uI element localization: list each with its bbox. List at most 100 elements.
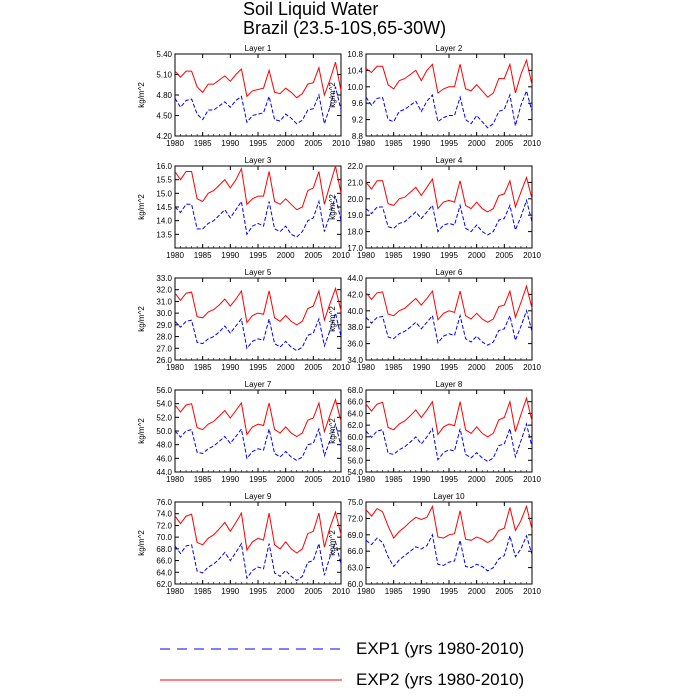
series-line-exp1 <box>174 86 342 126</box>
y-tick-label: 4.50 <box>156 112 172 121</box>
x-tick-label: 2000 <box>277 251 295 260</box>
y-tick-label: 66.0 <box>347 398 363 407</box>
x-tick-label: 2005 <box>495 139 513 148</box>
x-tick-label: 1985 <box>194 251 212 260</box>
panel-title: Layer 9 <box>245 492 272 501</box>
panel-title: Layer 5 <box>245 268 272 277</box>
panel-6: Layer 6 kg/m^2 1980 1985 1990 1995 2000 2005 201… <box>328 268 541 372</box>
y-tick-label: 19.0 <box>347 211 363 220</box>
x-tick-label: 2005 <box>495 475 513 484</box>
x-tick-label: 1995 <box>249 251 267 260</box>
y-tick-label: 4.20 <box>156 132 172 141</box>
y-tick-label: 64.0 <box>347 409 363 418</box>
y-tick-label: 21.0 <box>347 178 363 187</box>
x-tick-label: 1980 <box>166 363 184 372</box>
x-tick-label: 2005 <box>304 475 322 484</box>
x-tick-label: 1990 <box>221 363 239 372</box>
x-tick-label: 1985 <box>194 475 212 484</box>
y-tick-label: 62.0 <box>156 580 172 589</box>
y-tick-label: 5.40 <box>156 50 172 59</box>
y-tick-label: 26.0 <box>156 356 172 365</box>
series-line-exp1 <box>174 195 342 238</box>
y-tick-label: 76.0 <box>156 498 172 507</box>
x-tick-label: 2000 <box>468 587 486 596</box>
panel-frame <box>174 53 342 137</box>
x-tick-label: 1990 <box>412 251 430 260</box>
x-tick-label: 2005 <box>304 587 322 596</box>
series-line-exp1 <box>174 540 342 582</box>
x-tick-label: 2010 <box>332 475 350 484</box>
y-tick-label: 66.0 <box>347 547 363 556</box>
y-tick-label: 28.0 <box>156 333 172 342</box>
x-tick-label: 2000 <box>468 475 486 484</box>
x-tick-label: 2010 <box>523 475 541 484</box>
figure-subtitle: Brazil (23.5-10S,65-30W) <box>243 18 447 38</box>
y-tick-label: 62.0 <box>347 421 363 430</box>
panel-frame <box>365 277 533 361</box>
y-tick-label: 10.8 <box>347 50 363 59</box>
x-tick-label: 2010 <box>523 587 541 596</box>
series-line-exp2 <box>365 175 533 213</box>
x-tick-label: 1990 <box>221 139 239 148</box>
x-tick-label: 2010 <box>523 251 541 260</box>
y-tick-label: 22.0 <box>347 162 363 171</box>
y-tick-label: 42.0 <box>347 290 363 299</box>
y-tick-label: 52.0 <box>156 413 172 422</box>
y-tick-label: 34.0 <box>347 356 363 365</box>
y-tick-label: 16.0 <box>156 162 172 171</box>
y-axis-label: kg/m^2 <box>328 194 337 220</box>
series-line-exp1 <box>365 422 533 463</box>
series-line-exp1 <box>365 198 533 236</box>
x-tick-label: 1995 <box>440 139 458 148</box>
panel-7: Layer 7 kg/m^2 1980 1985 1990 1995 2000 2005 201… <box>137 380 350 484</box>
x-tick-label: 1985 <box>385 475 403 484</box>
panel-title: Layer 1 <box>245 44 272 53</box>
y-tick-label: 74.0 <box>156 510 172 519</box>
y-tick-label: 14.5 <box>156 203 172 212</box>
y-tick-label: 32.0 <box>156 286 172 295</box>
panel-1: Layer 1 kg/m^2 1980 1985 1990 1995 2000 2005 201… <box>137 44 350 148</box>
y-tick-label: 13.5 <box>156 230 172 239</box>
series-line-exp1 <box>174 311 342 352</box>
panel-10: Layer 10 kg/m^2 1980 1985 1990 1995 2000 2005 20… <box>328 492 541 596</box>
x-tick-label: 1990 <box>412 139 430 148</box>
y-tick-label: 70.0 <box>156 533 172 542</box>
x-tick-label: 1990 <box>412 363 430 372</box>
y-tick-label: 14.0 <box>156 217 172 226</box>
panel-frame <box>365 389 533 473</box>
y-tick-label: 56.0 <box>347 456 363 465</box>
x-tick-label: 1995 <box>440 587 458 596</box>
panel-frame <box>174 277 342 361</box>
x-tick-label: 1980 <box>166 587 184 596</box>
x-tick-label: 1980 <box>357 251 375 260</box>
y-axis-label: kg/m^2 <box>137 306 146 332</box>
panel-frame <box>365 53 533 137</box>
y-tick-label: 8.8 <box>352 132 364 141</box>
x-tick-label: 2010 <box>332 587 350 596</box>
y-tick-label: 69.0 <box>347 531 363 540</box>
y-tick-label: 38.0 <box>347 323 363 332</box>
y-tick-label: 30.0 <box>156 309 172 318</box>
x-tick-label: 2000 <box>468 251 486 260</box>
x-tick-label: 1995 <box>249 475 267 484</box>
y-axis-label: kg/m^2 <box>137 418 146 444</box>
y-tick-label: 68.0 <box>347 386 363 395</box>
x-tick-label: 1990 <box>221 251 239 260</box>
panel-title: Layer 3 <box>245 156 272 165</box>
x-tick-label: 2005 <box>304 363 322 372</box>
y-tick-label: 33.0 <box>156 274 172 283</box>
y-tick-label: 72.0 <box>156 521 172 530</box>
legend-label-exp1: EXP1 (yrs 1980-2010) <box>356 639 525 658</box>
x-tick-label: 2000 <box>277 363 295 372</box>
x-tick-label: 2010 <box>523 139 541 148</box>
x-tick-label: 1980 <box>357 475 375 484</box>
panel-title: Layer 2 <box>436 44 463 53</box>
y-tick-label: 10.4 <box>347 66 363 75</box>
y-tick-label: 15.5 <box>156 176 172 185</box>
y-tick-label: 17.0 <box>347 244 363 253</box>
y-tick-label: 29.0 <box>156 321 172 330</box>
y-tick-label: 9.6 <box>352 99 364 108</box>
series-line-exp2 <box>174 286 342 326</box>
x-tick-label: 2000 <box>277 587 295 596</box>
